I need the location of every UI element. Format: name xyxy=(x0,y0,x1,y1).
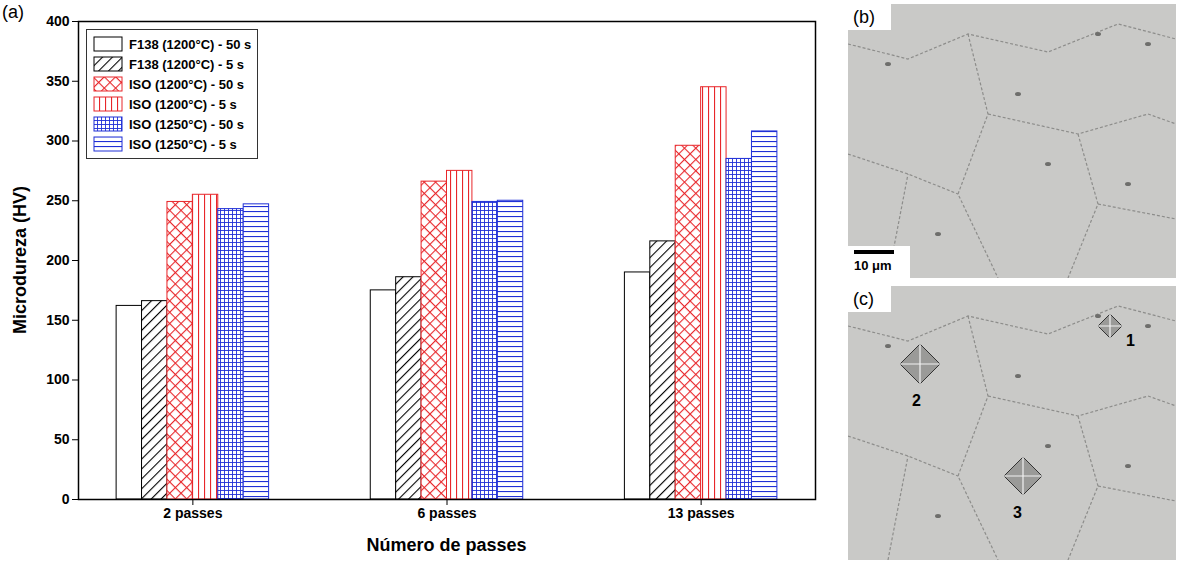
svg-text:6 passes: 6 passes xyxy=(417,505,476,521)
svg-text:10 μm: 10 μm xyxy=(854,258,892,273)
svg-text:150: 150 xyxy=(46,312,70,328)
html-text:F138 (1200°C) - 5 s: F138 (1200°C) - 5 s xyxy=(129,56,244,72)
html-text:F138 (1200°C) - 50 s: F138 (1200°C) - 50 s xyxy=(129,36,252,52)
html-text:ISO (1250°C) - 5 s: ISO (1250°C) - 5 s xyxy=(129,136,237,152)
html-text:ISO (1250°C) - 50 s: ISO (1250°C) - 50 s xyxy=(129,116,244,132)
svg-text:350: 350 xyxy=(46,73,70,89)
svg-text:300: 300 xyxy=(46,132,70,148)
svg-text:2 passes: 2 passes xyxy=(163,505,222,521)
html-text:ISO (1200°C) - 50 s: ISO (1200°C) - 50 s xyxy=(129,76,244,92)
svg-text:13 passes: 13 passes xyxy=(668,505,735,521)
html-text:Número de passes: Número de passes xyxy=(366,535,527,555)
svg-text:400: 400 xyxy=(46,13,70,29)
html-text:ISO (1200°C) - 5 s: ISO (1200°C) - 5 s xyxy=(129,96,237,112)
svg-text:250: 250 xyxy=(46,192,70,208)
svg-text:1: 1 xyxy=(1126,332,1135,349)
html-text:Microdureza (HV): Microdureza (HV) xyxy=(9,186,30,334)
svg-text:0: 0 xyxy=(62,491,70,507)
svg-text:100: 100 xyxy=(46,371,70,387)
svg-text:2: 2 xyxy=(912,392,921,409)
svg-text:(c): (c) xyxy=(853,289,874,309)
html-text:(a): (a) xyxy=(2,2,24,22)
svg-text:200: 200 xyxy=(46,252,70,268)
svg-text:3: 3 xyxy=(1013,504,1022,521)
svg-text:50: 50 xyxy=(54,431,70,447)
svg-text:(b): (b) xyxy=(853,7,875,27)
